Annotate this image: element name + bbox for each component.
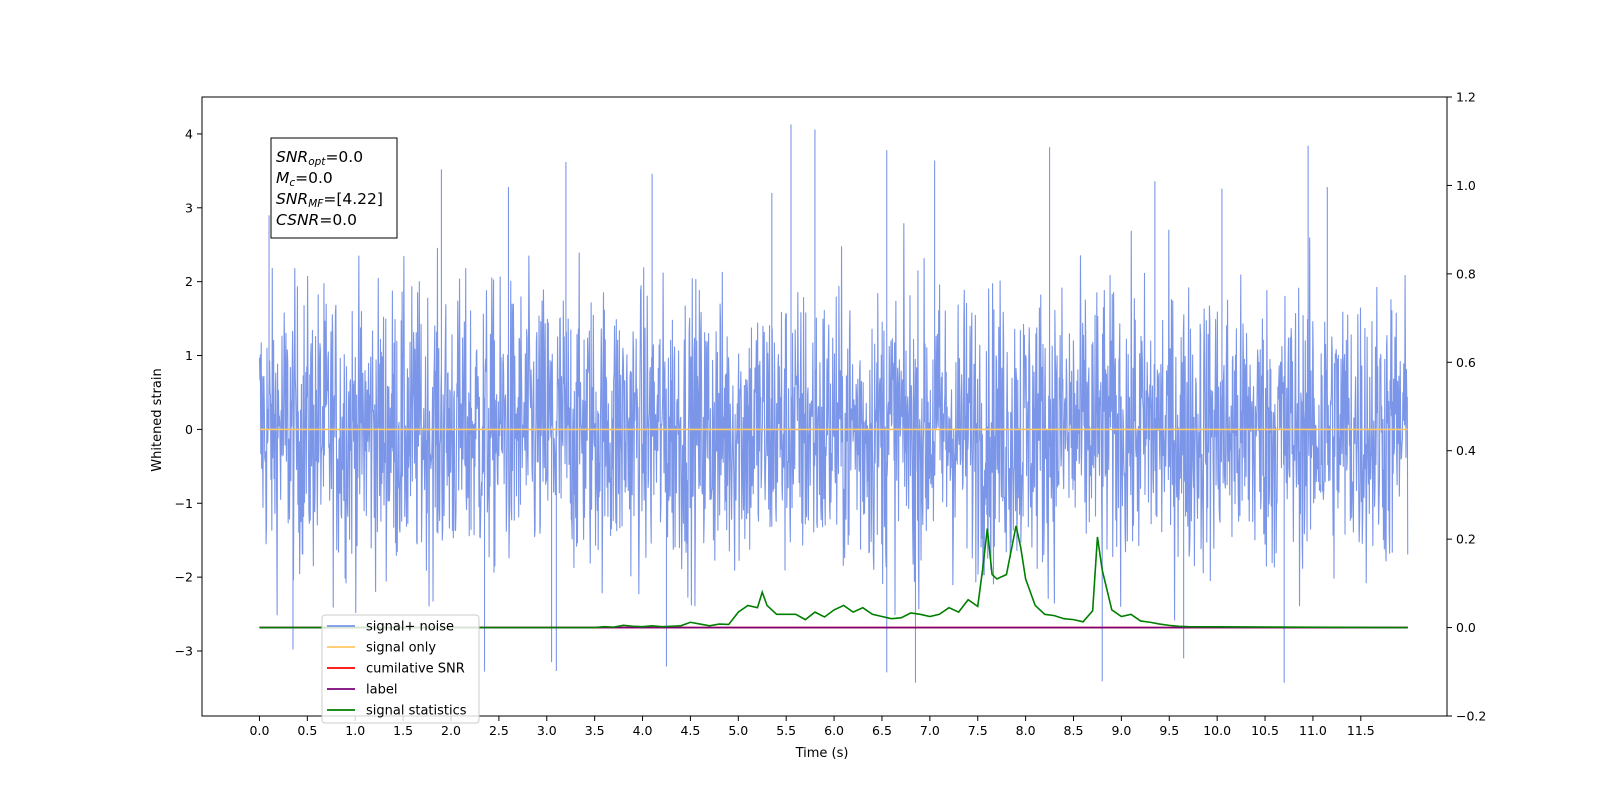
y-tick-label: 2 xyxy=(185,274,193,289)
x-tick-label: 8.5 xyxy=(1064,723,1084,738)
annotation-frame xyxy=(270,137,398,239)
y2-tick-label: 0.2 xyxy=(1456,532,1476,547)
signal-noise-series xyxy=(258,124,1409,683)
y-tick-label: 3 xyxy=(185,200,193,215)
y-tick-label: 4 xyxy=(185,126,193,141)
x-tick-label: 9.5 xyxy=(1159,723,1179,738)
y2-tick-label: 0.4 xyxy=(1456,443,1476,458)
y2-tick-label: 1.0 xyxy=(1456,178,1476,193)
y2-tick-label: 1.2 xyxy=(1456,90,1476,105)
x-tick-label: 7.0 xyxy=(920,723,940,738)
legend-entry: signal+ noise xyxy=(366,620,454,635)
x-tick-label: 11.0 xyxy=(1299,723,1327,738)
legend-entry: signal statistics xyxy=(366,704,467,719)
plot-frame xyxy=(201,96,1448,717)
x-tick-label: 5.5 xyxy=(776,723,796,738)
y-tick-label: −2 xyxy=(175,570,193,585)
x-tick-label: 6.0 xyxy=(824,723,844,738)
y-tick-label: 1 xyxy=(185,348,193,363)
x-tick-label: 8.0 xyxy=(1016,723,1036,738)
x-tick-label: 7.5 xyxy=(968,723,988,738)
x-tick-label: 2.5 xyxy=(489,723,509,738)
y2-tick-label: −0.2 xyxy=(1456,709,1486,724)
axes: 0.0 0.5 1.0 1.5 2.0 2.5 3.0 3.5 4.0 4.5 5.0 5.5 6.0 6… xyxy=(175,90,1487,739)
x-tick-label: 1.0 xyxy=(345,723,365,738)
x-tick-label: 4.5 xyxy=(680,723,700,738)
y-tick-label: 0 xyxy=(185,422,193,437)
x-tick-label: 3.0 xyxy=(537,723,557,738)
annotation-line: SNRopt=0.0 xyxy=(276,148,363,168)
signal-noise-line xyxy=(258,124,1409,683)
x-tick-label: 6.5 xyxy=(872,723,892,738)
x-tick-label: 2.0 xyxy=(441,723,461,738)
x-tick-label: 0.0 xyxy=(250,723,270,738)
x-tick-label: 5.0 xyxy=(728,723,748,738)
x-tick-label: 3.5 xyxy=(585,723,605,738)
legend: signal+ noise signal only cumilative SNR la… xyxy=(321,614,480,724)
y-tick-label: −1 xyxy=(175,496,193,511)
x-tick-label: 9.0 xyxy=(1111,723,1131,738)
x-tick-label: 4.0 xyxy=(633,723,653,738)
annotation-line: SNRMF=[4.22] xyxy=(276,190,383,210)
signal-statistics-line xyxy=(259,525,1408,629)
annotation-line: CSNR=0.0 xyxy=(276,211,357,229)
x-tick-label: 11.5 xyxy=(1347,723,1375,738)
x-axis-title: Time (s) xyxy=(795,746,849,761)
y2-tick-label: 0.8 xyxy=(1456,266,1476,281)
y2-tick-label: 0.0 xyxy=(1456,620,1476,635)
annotation-line: Mc=0.0 xyxy=(276,169,333,189)
x-tick-label: 1.5 xyxy=(393,723,413,738)
y2-tick-label: 0.6 xyxy=(1456,355,1476,370)
y-tick-label: −3 xyxy=(175,643,193,658)
legend-frame xyxy=(321,614,480,724)
x-tick-label: 10.0 xyxy=(1203,723,1231,738)
legend-entry: cumilative SNR xyxy=(366,662,465,677)
legend-entry: signal only xyxy=(366,641,436,656)
x-tick-label: 0.5 xyxy=(297,723,317,738)
legend-entry: label xyxy=(366,683,397,698)
y-axis-title: Whitened strain xyxy=(150,368,165,471)
x-tick-label: 10.5 xyxy=(1251,723,1279,738)
